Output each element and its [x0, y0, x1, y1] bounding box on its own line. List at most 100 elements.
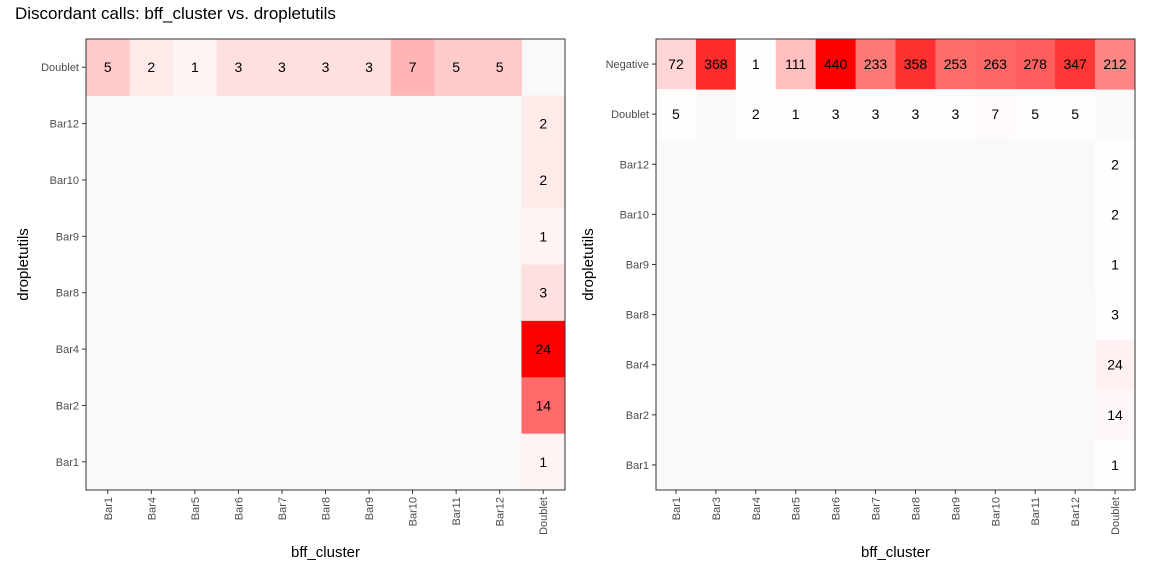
heatmap-cell: [735, 39, 777, 90]
y-tick-label: Doublet: [41, 62, 79, 74]
x-tick-label: Bar7: [871, 497, 883, 520]
y-axis-title: dropletutils: [15, 228, 32, 301]
x-tick-label: Bar3: [711, 497, 723, 520]
heatmap-cell: [216, 39, 261, 96]
cell-value-label: 7: [409, 59, 417, 75]
heatmap-cell: [656, 89, 697, 140]
x-tick-label: Doublet: [1110, 497, 1122, 535]
heatmap-cell: [1095, 339, 1136, 391]
cell-value-label: 2: [1111, 206, 1119, 222]
cell-value-label: 1: [1111, 257, 1119, 273]
cell-value-label: 1: [539, 454, 547, 470]
cell-value-label: 3: [1111, 307, 1119, 323]
x-tick-label: Bar6: [233, 497, 245, 520]
heatmap-cell: [521, 320, 566, 378]
y-tick-label: Bar1: [626, 460, 649, 472]
heatmap-cell: [347, 39, 392, 96]
heatmap-cell: [260, 39, 305, 96]
cell-value-label: 14: [535, 397, 551, 413]
y-axis-title: dropletutils: [580, 228, 597, 301]
heatmap-cell: [86, 39, 131, 96]
cell-value-label: 2: [752, 106, 760, 122]
x-tick-label: Bar10: [990, 497, 1002, 526]
heatmap-cell: [1015, 89, 1056, 140]
x-tick-label: Bar1: [103, 497, 115, 520]
x-axis-title: bff_cluster: [861, 544, 930, 561]
x-tick-label: Bar9: [950, 497, 962, 520]
heatmap-cell: [975, 39, 1016, 90]
heatmap-cell: [855, 89, 896, 140]
y-tick-label: Negative: [606, 59, 649, 71]
heatmap-cell: [521, 377, 566, 435]
y-tick-label: Bar9: [626, 260, 649, 272]
heatmap-cell: [895, 89, 936, 140]
x-tick-label: Bar12: [1070, 497, 1082, 526]
panel-background: [86, 39, 565, 490]
figure-title: Discordant calls: bff_cluster vs. drople…: [15, 4, 336, 23]
x-tick-label: Bar9: [364, 497, 376, 520]
x-tick-label: Bar8: [910, 497, 922, 520]
cell-value-label: 233: [864, 56, 888, 72]
heatmap-cell: [935, 89, 976, 140]
cell-value-label: 3: [912, 106, 920, 122]
heatmap-cell: [1095, 139, 1136, 190]
heatmap-cell: [775, 89, 817, 140]
x-tick-label: Doublet: [538, 497, 550, 535]
y-tick-label: Bar4: [626, 360, 649, 372]
cell-value-label: 1: [191, 59, 199, 75]
y-tick-label: Bar12: [620, 159, 649, 171]
heatmap-cell: [303, 39, 348, 96]
cell-value-label: 347: [1063, 56, 1087, 72]
heatmap-cell: [477, 39, 522, 96]
cell-value-label: 2: [1111, 156, 1119, 172]
heatmap-cell: [895, 39, 936, 90]
x-tick-label: Bar7: [277, 497, 289, 520]
heatmap-cell: [815, 39, 857, 90]
cell-value-label: 14: [1107, 407, 1123, 423]
heatmap-cell: [521, 433, 566, 491]
heatmap-cell: [695, 39, 737, 90]
heatmap-cell: [129, 39, 174, 96]
x-tick-label: Bar8: [321, 497, 333, 520]
cell-value-label: 3: [832, 106, 840, 122]
y-tick-label: Bar9: [56, 231, 79, 243]
heatmap-cell: [1095, 189, 1136, 240]
heatmap-cell: [1095, 289, 1136, 341]
y-tick-label: Bar12: [50, 119, 79, 131]
x-tick-label: Bar4: [751, 497, 763, 520]
cell-value-label: 3: [365, 59, 373, 75]
heatmap-cell: [1015, 39, 1056, 90]
y-tick-label: Doublet: [611, 109, 649, 121]
cell-value-label: 358: [904, 56, 928, 72]
cell-value-label: 3: [235, 59, 243, 75]
cell-value-label: 3: [322, 59, 330, 75]
cell-value-label: 1: [1111, 457, 1119, 473]
heatmap-cell: [656, 39, 697, 90]
y-tick-label: Bar2: [56, 400, 79, 412]
y-tick-label: Bar2: [626, 410, 649, 422]
heatmap-cell: [521, 208, 566, 265]
y-tick-label: Bar10: [620, 209, 649, 221]
cell-value-label: 1: [539, 228, 547, 244]
cell-value-label: 2: [539, 116, 547, 132]
cell-value-label: 2: [539, 172, 547, 188]
cell-value-label: 1: [792, 106, 800, 122]
heatmap-cell: [815, 89, 857, 140]
heatmap-cell: [1055, 89, 1096, 140]
cell-value-label: 5: [452, 59, 460, 75]
heatmap-cell: [1095, 389, 1136, 441]
cell-value-label: 212: [1103, 56, 1127, 72]
cell-value-label: 253: [944, 56, 968, 72]
cell-value-label: 3: [539, 285, 547, 301]
cell-value-label: 3: [951, 106, 959, 122]
heatmap-cell: [1095, 39, 1136, 90]
heatmap-cell: [521, 95, 566, 153]
heatmap-cell: [1095, 239, 1136, 291]
heatmap-cell: [1055, 39, 1096, 90]
cell-value-label: 368: [704, 56, 728, 72]
cell-value-label: 263: [984, 56, 1008, 72]
heatmap-cell: [1095, 439, 1136, 491]
heatmap-cell: [521, 151, 566, 209]
